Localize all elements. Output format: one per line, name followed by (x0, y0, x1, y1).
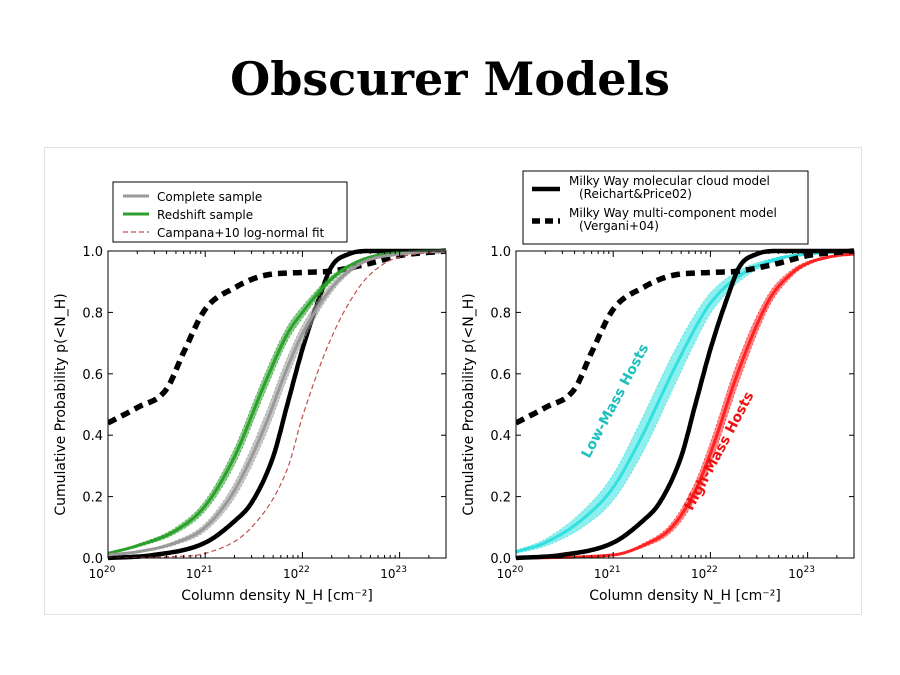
y-tick-label: 0.6 (490, 368, 511, 383)
legend-box (522, 170, 809, 245)
x-tick-label: 1023 (788, 565, 815, 581)
high-mass-hosts-line (516, 252, 854, 560)
complete-sample-line (108, 249, 446, 557)
x-axis-label: Column density N_H [cm⁻²] (181, 588, 373, 604)
figure-panel: 0.0 0.2 0.4 0.6 0.8 1.0 1020 1021 1022 1023 Column… (44, 147, 862, 615)
y-tick-label: 0.4 (490, 429, 511, 444)
high-mass-hosts-band (516, 253, 854, 559)
x-tick-label: 1020 (89, 565, 116, 581)
legend-label: Campana+10 log-normal fit (157, 226, 325, 240)
axes-frame (107, 250, 447, 559)
legend-label: Milky Way molecular cloud model (569, 174, 770, 188)
x-tick-label: 1023 (380, 565, 407, 581)
y-tick-label: 1.0 (490, 245, 511, 260)
y-tick-label: 0.8 (490, 306, 511, 321)
y-tick-label: 0.0 (490, 552, 511, 567)
y-tick-label: 0.0 (82, 552, 103, 567)
legend-sublabel: (Reichart&Price02) (579, 187, 692, 201)
x-tick-label: 1021 (594, 565, 621, 581)
campana-10-log-normal-fit-line (108, 250, 446, 559)
chart-left: 0.0 0.2 0.4 0.6 0.8 1.0 1020 1021 1022 1023 Column… (53, 181, 447, 604)
legend-label: Milky Way multi-component model (569, 206, 777, 220)
y-tick-label: 0.2 (490, 491, 511, 506)
y-tick-label: 1.0 (82, 245, 103, 260)
legend-label: Complete sample (157, 190, 262, 204)
redshift-sample-line (108, 249, 446, 555)
y-axis-label: Cumulative Probability p(<N_H) (53, 293, 69, 515)
y-tick-label: 0.8 (82, 306, 103, 321)
legend-sublabel: (Vergani+04) (579, 219, 659, 233)
legend-label: Redshift sample (157, 208, 253, 222)
low-mass-hosts-line (516, 249, 854, 554)
milky-way-multi-component-model-line (108, 248, 446, 426)
plot-area (516, 248, 854, 561)
x-tick-label: 1022 (691, 565, 718, 581)
axes-frame (515, 250, 855, 559)
y-tick-label: 0.6 (82, 368, 103, 383)
chart-right: 0.0 0.2 0.4 0.6 0.8 1.0 1020 1021 1022 1023 Column… (461, 170, 855, 604)
milky-way-multi-component-model-line (516, 248, 854, 426)
x-tick-label: 1022 (283, 565, 310, 581)
legend-box (112, 181, 348, 243)
y-axis-label: Cumulative Probability p(<N_H) (461, 293, 477, 515)
slide-title: Obscurer Models (230, 52, 670, 106)
plot-area (108, 248, 446, 561)
x-tick-label: 1021 (186, 565, 213, 581)
complete-sample-band (108, 250, 446, 556)
y-tick-label: 0.4 (82, 429, 103, 444)
x-axis-label: Column density N_H [cm⁻²] (589, 588, 781, 604)
x-tick-label: 1020 (497, 565, 524, 581)
y-tick-label: 0.2 (82, 491, 103, 506)
